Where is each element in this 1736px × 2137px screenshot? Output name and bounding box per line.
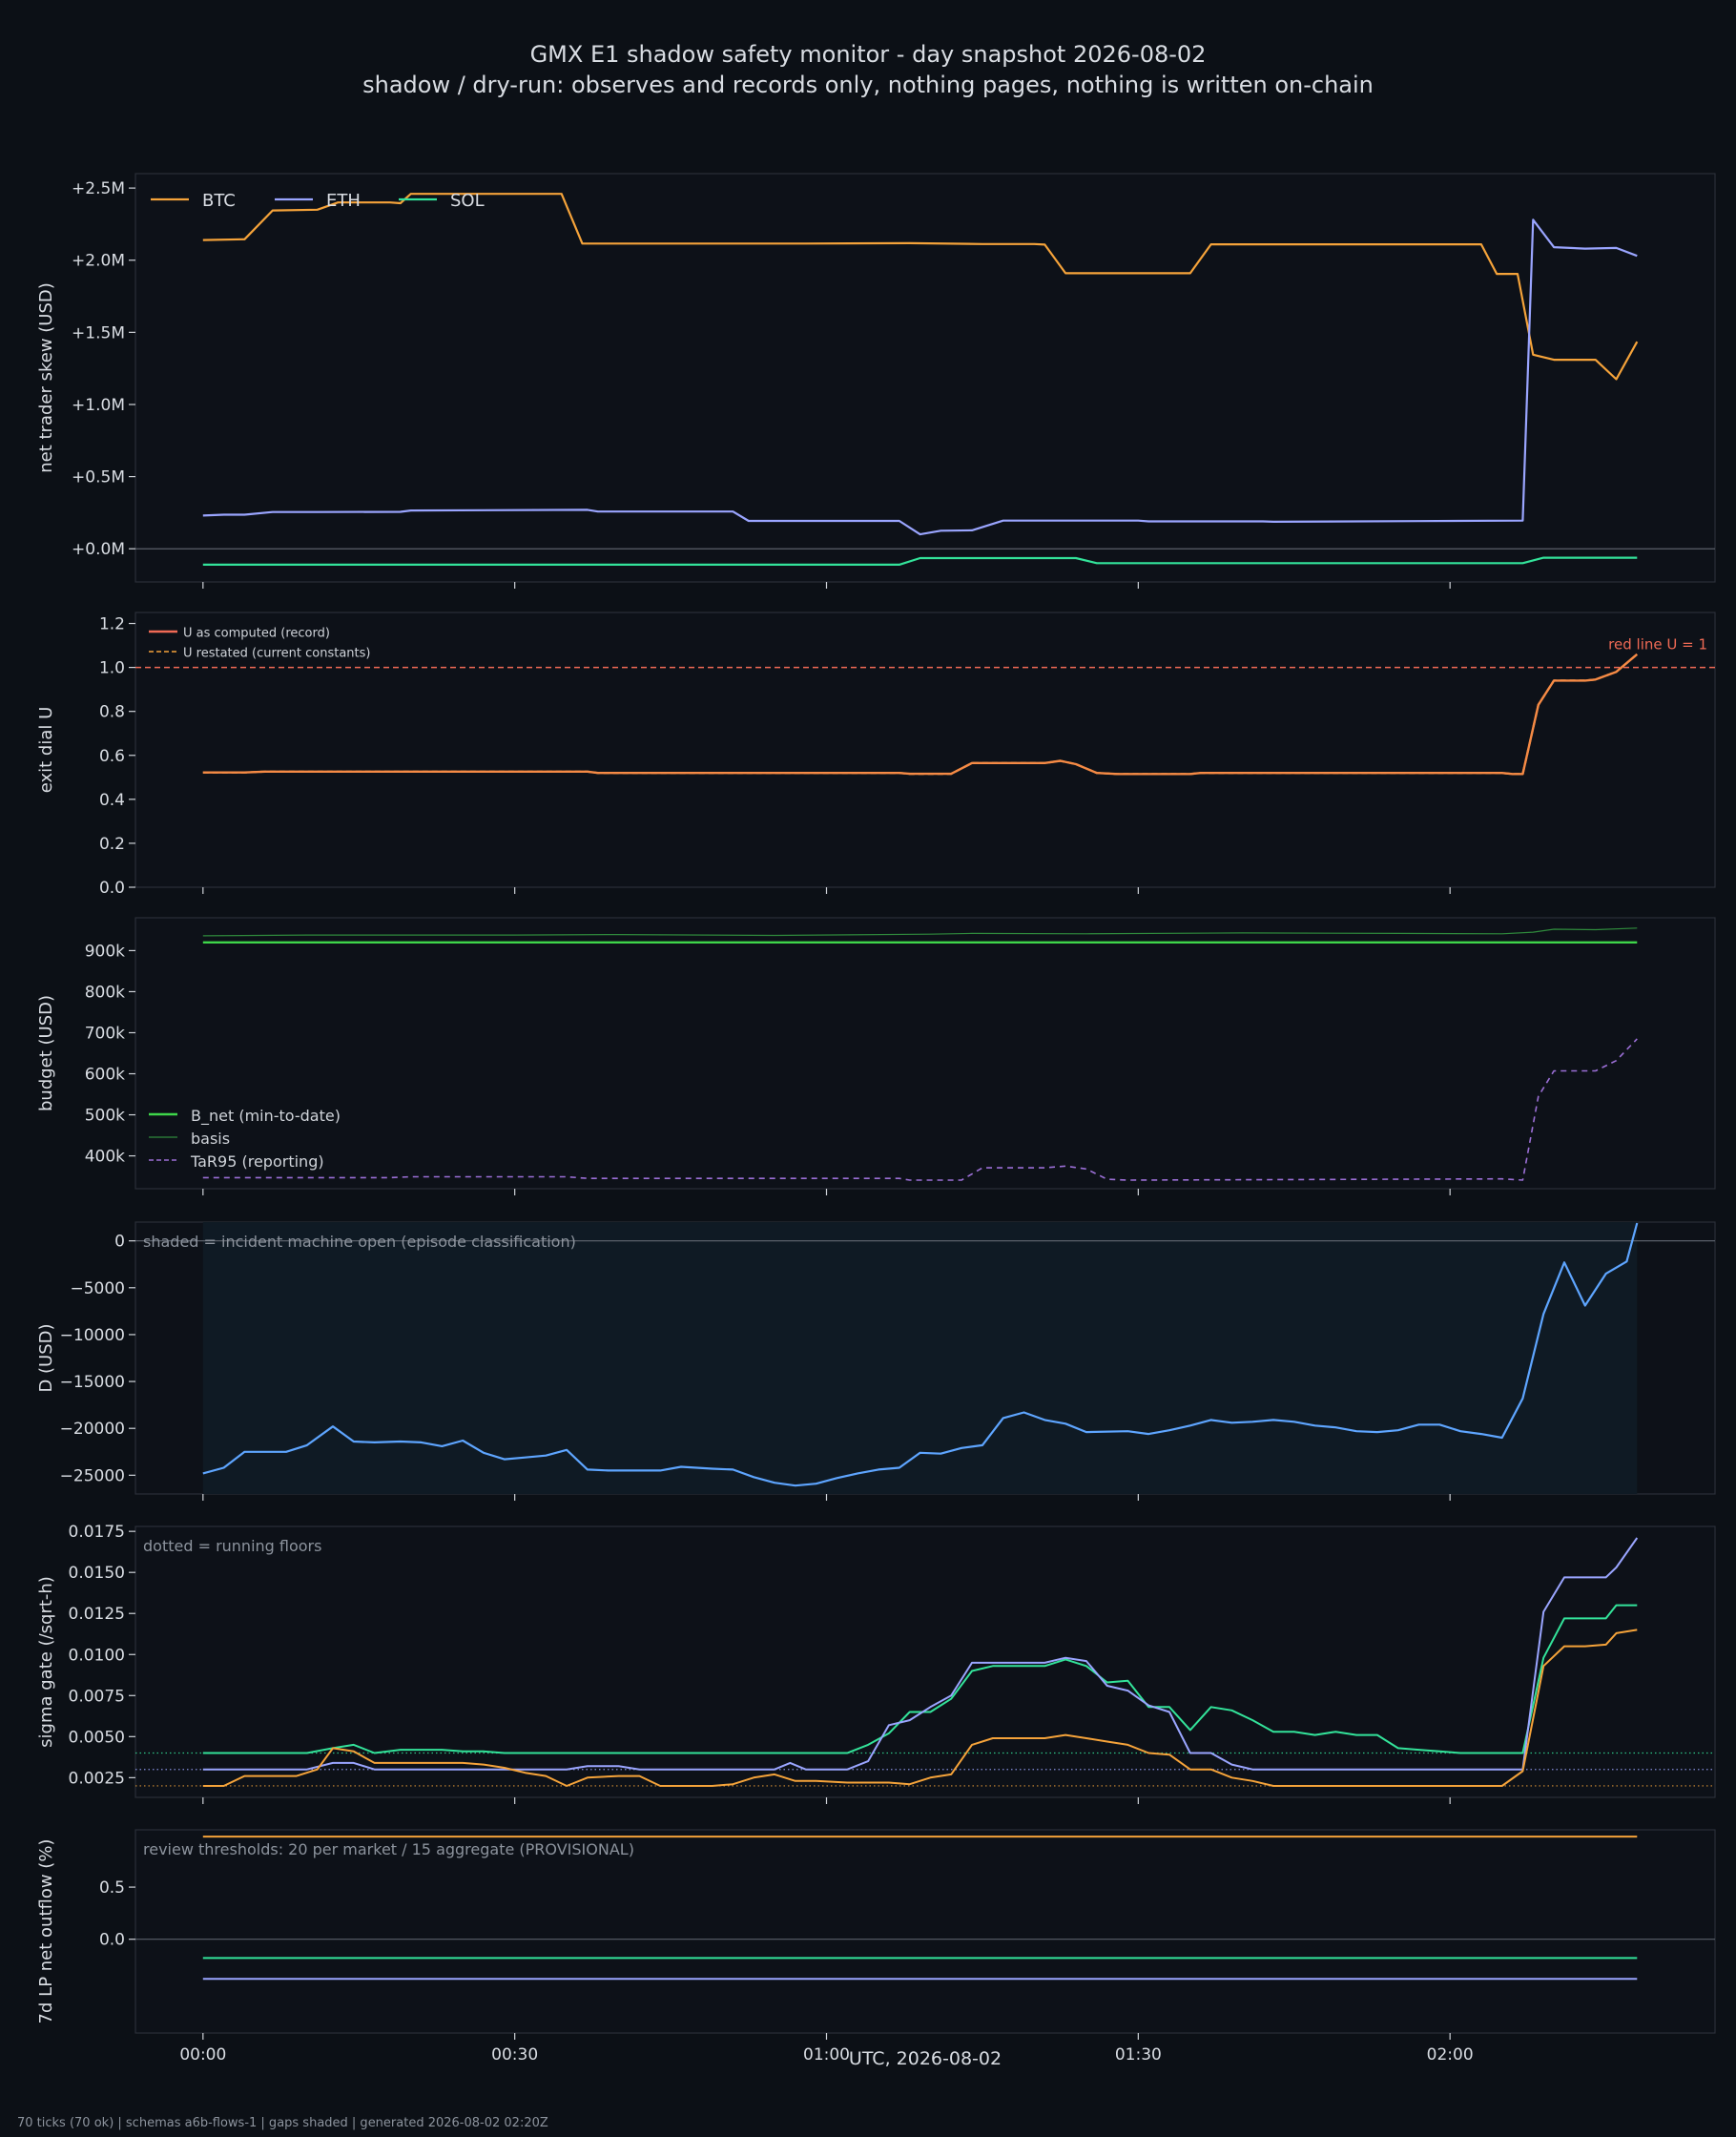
y-tick-label: −20000 (60, 1420, 125, 1439)
series-line-btc (202, 1629, 1638, 1787)
y-tick-label: 700k (85, 1024, 125, 1043)
series-line-btc (202, 193, 1639, 381)
legend-label: TaR95 (reporting) (190, 1152, 324, 1171)
chart-title: GMX E1 shadow safety monitor - day snaps… (530, 41, 1207, 68)
y-tick-label: 600k (85, 1066, 125, 1085)
x-tick-label: 01:30 (1115, 2045, 1162, 2064)
panel-exit_dial: red line U = 1 0.0 0.2 0.4 0.6 0.8 1.0 1.2 exit … (36, 612, 1716, 898)
y-tick-label: 0.0 (99, 1931, 125, 1950)
legend-label: BTC (202, 191, 236, 211)
plot-area (134, 1829, 1716, 2034)
x-tick-label: 02:00 (1427, 2045, 1474, 2064)
incident-shaded-span (202, 1222, 1638, 1494)
footer-note: 70 ticks (70 ok) | schemas a6b-flows-1 |… (17, 2116, 548, 2130)
panels: +0.0M +0.5M +1.0M +1.5M +2.0M +2.5M net trader… (36, 173, 1716, 2064)
series-line-eth (202, 218, 1638, 536)
legend-label: basis (191, 1130, 230, 1148)
panel-budget: 400k 500k 600k 700k 800k 900k budget (USD) B_ne… (36, 917, 1716, 1195)
threshold-label: red line U = 1 (1608, 636, 1707, 654)
panel-lp_outflow: 0.0 0.5 00:00 00:30 01:00 01:30 02:00 7d LP net… (36, 1829, 1716, 2064)
y-tick-label: 0.0150 (69, 1564, 125, 1583)
y-tick-label: +1.5M (72, 323, 125, 342)
y-tick-label: −25000 (60, 1466, 125, 1485)
series-line-eth (202, 1537, 1639, 1771)
series-line-series-2 (202, 653, 1639, 776)
legend: BTC ETH SOL (151, 191, 485, 211)
plot-area (134, 1525, 1716, 1798)
panel-annotation: shaded = incident machine open (episode … (143, 1233, 576, 1251)
x-tick-label: 01:00 (803, 2045, 850, 2064)
panel-skew: +0.0M +0.5M +1.0M +1.5M +2.0M +2.5M net trader… (36, 173, 1716, 589)
y-axis-label: exit dial U (36, 707, 56, 794)
y-tick-label: 0.0125 (69, 1605, 125, 1624)
y-tick-label: 0.0075 (69, 1687, 125, 1706)
x-tick-label: 00:00 (179, 2045, 226, 2064)
y-tick-label: 0.0100 (69, 1646, 125, 1665)
y-axis-label: budget (USD) (36, 995, 56, 1111)
y-tick-label: 400k (85, 1148, 125, 1167)
y-tick-label: +2.5M (72, 179, 125, 198)
legend: U as computed (record) U restated (curren… (149, 627, 370, 661)
panel-sigma: 0.0025 0.0050 0.0075 0.0100 0.0125 0.0150 0.01… (36, 1523, 1716, 1804)
y-tick-label: 0.0 (99, 879, 125, 898)
plot-area (134, 612, 1716, 888)
y-tick-label: 0.5 (99, 1878, 125, 1898)
y-tick-label: 800k (85, 983, 125, 1002)
y-tick-label: +0.5M (72, 468, 125, 488)
y-tick-label: +2.0M (72, 252, 125, 271)
y-tick-label: −15000 (60, 1373, 125, 1392)
y-tick-label: −10000 (60, 1326, 125, 1345)
series-line-sol (202, 1604, 1638, 1754)
y-axis-label: D (USD) (36, 1323, 56, 1392)
y-tick-label: −5000 (70, 1279, 125, 1298)
y-tick-label: 0.0175 (69, 1523, 125, 1542)
y-tick-label: 0.4 (99, 791, 125, 810)
y-tick-label: +1.0M (72, 396, 125, 415)
y-tick-label: 1.2 (99, 615, 125, 634)
y-tick-label: +0.0M (72, 540, 125, 559)
x-axis-label: UTC, 2026-08-02 (849, 2048, 1002, 2069)
y-tick-label: 500k (85, 1107, 125, 1126)
plot-area (134, 917, 1716, 1190)
panel-annotation: dotted = running floors (143, 1537, 321, 1555)
y-axis-label: sigma gate (/sqrt-h) (36, 1576, 56, 1748)
y-tick-label: 1.0 (99, 659, 125, 678)
y-tick-label: 0.8 (99, 703, 125, 722)
series-line-tar95-reporting- (202, 1038, 1638, 1181)
legend-label: SOL (450, 191, 485, 211)
y-axis-label: net trader skew (USD) (36, 282, 56, 473)
y-tick-label: 0.2 (99, 835, 125, 854)
y-tick-label: 0.0025 (69, 1769, 125, 1788)
y-tick-label: 0.6 (99, 747, 125, 766)
series-line-basis (202, 927, 1638, 937)
y-tick-label: 900k (85, 942, 125, 961)
series-line-sol (202, 556, 1638, 566)
legend-label: U as computed (record) (183, 627, 330, 641)
chart-subtitle: shadow / dry-run: observes and records o… (362, 72, 1374, 98)
plot-area (134, 173, 1716, 583)
legend-label: ETH (326, 191, 361, 211)
legend-label: U restated (current constants) (183, 647, 370, 661)
panel-d: −25000 −20000 −15000 −10000 −5000 0 D (USD) sha… (36, 1221, 1716, 1501)
y-axis-label: 7d LP net outflow (%) (36, 1839, 56, 2024)
panel-annotation: review thresholds: 20 per market / 15 ag… (143, 1840, 634, 1858)
series-line-series-0 (202, 1222, 1639, 1487)
y-tick-label: 0.0050 (69, 1728, 125, 1747)
legend: B_net (min-to-date) basis TaR95 (reporting… (149, 1107, 341, 1171)
x-tick-label: 00:30 (491, 2045, 538, 2064)
legend-label: B_net (min-to-date) (191, 1107, 341, 1126)
y-tick-label: 0 (114, 1233, 125, 1252)
